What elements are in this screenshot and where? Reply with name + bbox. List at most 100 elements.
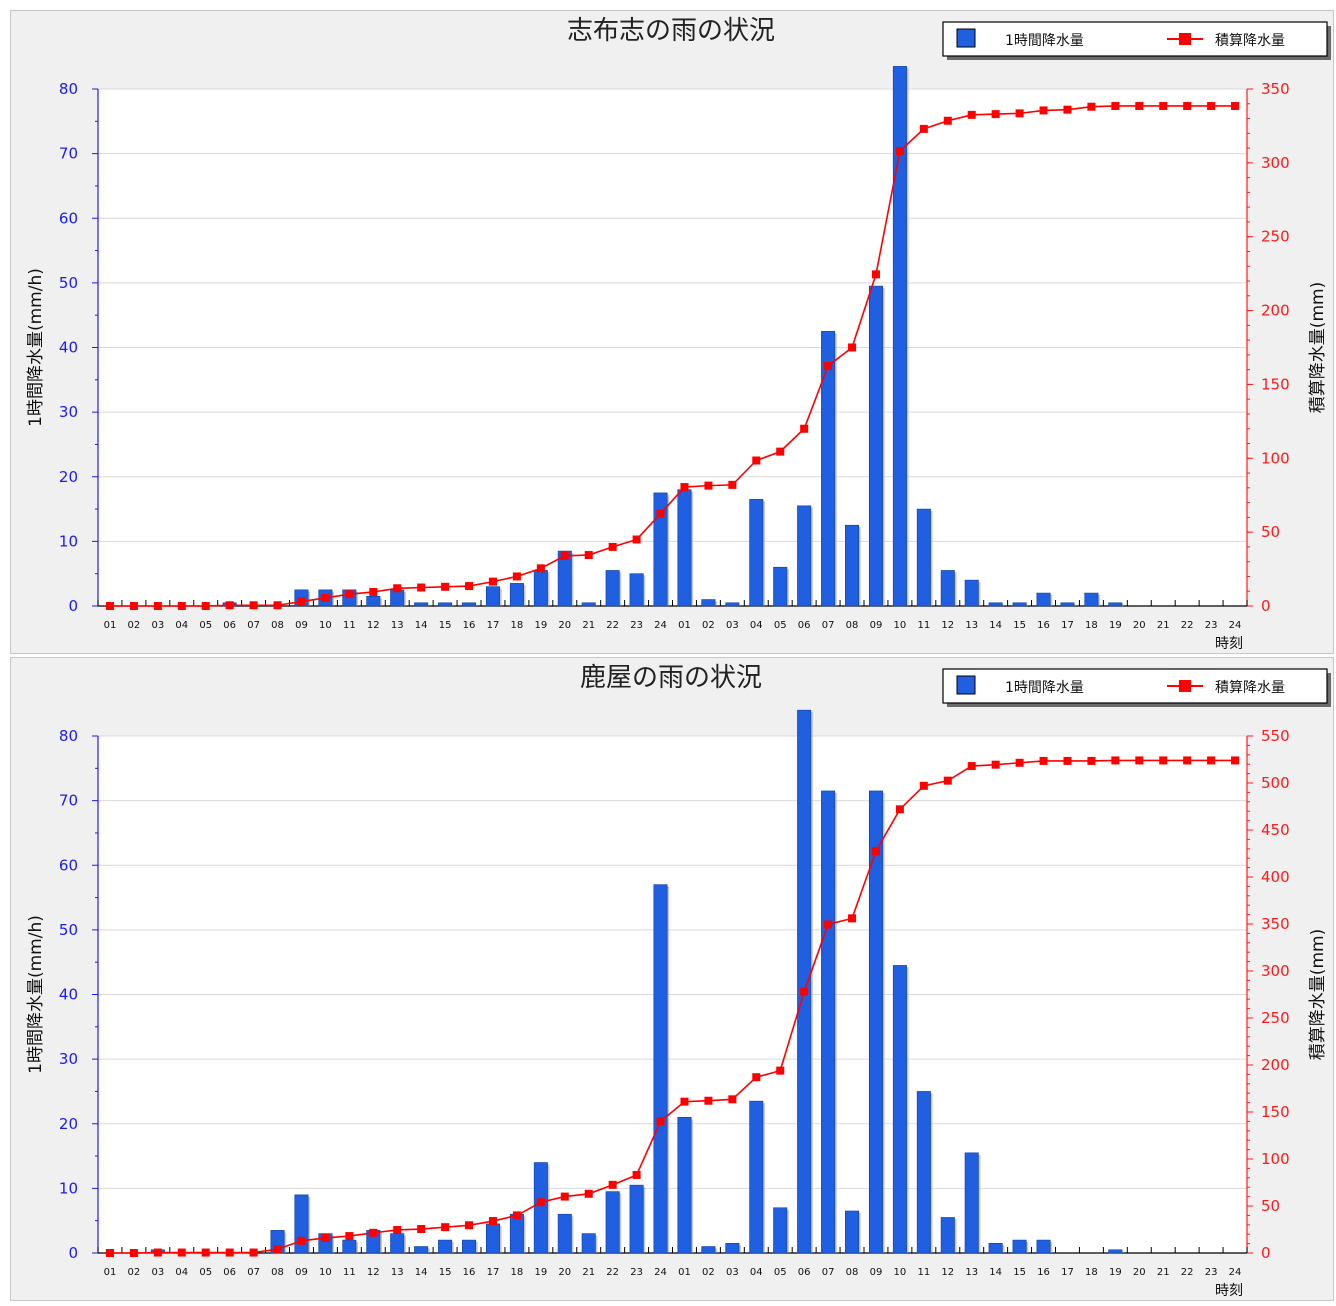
- bar: [868, 790, 883, 1254]
- left-tick-label: 0: [68, 1244, 78, 1262]
- x-tick-label: 08: [271, 620, 284, 631]
- cumulative-point: [393, 584, 402, 593]
- x-tick-label: 12: [941, 620, 954, 631]
- bar: [390, 1233, 405, 1254]
- cumulative-point: [656, 509, 665, 518]
- cumulative-point: [632, 1170, 641, 1179]
- bar: [581, 1233, 596, 1254]
- x-tick-label: 03: [726, 1267, 739, 1278]
- bar: [1036, 1239, 1051, 1254]
- bar: [438, 602, 453, 607]
- x-tick-label: 19: [1109, 1267, 1122, 1278]
- x-tick-label: 12: [367, 620, 380, 631]
- bar: [1108, 1249, 1123, 1254]
- x-tick-label: 18: [1085, 620, 1098, 631]
- legend-line-marker: [1179, 33, 1191, 45]
- left-tick-label: 20: [59, 1115, 78, 1133]
- x-tick-label: 13: [965, 1267, 978, 1278]
- y-axis-title-left: 1時間降水量(mm/h): [26, 268, 46, 427]
- cumulative-point: [441, 1223, 450, 1232]
- x-tick-label: 04: [175, 620, 188, 631]
- cumulative-point: [1159, 756, 1168, 765]
- cumulative-point: [297, 1236, 306, 1245]
- cumulative-point: [153, 602, 162, 610]
- chart-title: 鹿屋の雨の状況: [580, 663, 762, 693]
- cumulative-point: [848, 343, 857, 352]
- right-tick-label: 500: [1261, 774, 1290, 792]
- bar: [653, 884, 668, 1254]
- legend: 1時間降水量 積算降水量: [942, 21, 1331, 60]
- bar: [940, 570, 955, 607]
- bar: [701, 599, 716, 607]
- bar: [1060, 602, 1075, 607]
- bar: [868, 285, 883, 607]
- cumulative-point: [680, 1097, 689, 1106]
- x-tick-label: 23: [1205, 620, 1218, 631]
- bar: [749, 499, 764, 607]
- left-tick-label: 70: [59, 792, 78, 810]
- chart-title: 志布志の雨の状況: [567, 16, 775, 46]
- x-tick-label: 19: [534, 1267, 547, 1278]
- cumulative-point: [345, 1232, 354, 1241]
- cumulative-point: [608, 542, 617, 551]
- x-tick-label: 01: [678, 620, 691, 631]
- x-tick-label: 10: [894, 620, 907, 631]
- x-axis-title: 時刻: [1215, 1283, 1243, 1299]
- cumulative-point: [1111, 101, 1120, 110]
- x-tick-label: 05: [774, 1267, 787, 1278]
- x-tick-label: 09: [295, 620, 308, 631]
- x-tick-label: 10: [894, 1267, 907, 1278]
- cumulative-point: [129, 1249, 138, 1257]
- x-tick-label: 03: [151, 620, 164, 631]
- bar: [797, 505, 812, 607]
- right-tick-label: 550: [1261, 727, 1290, 745]
- cumulative-point: [1135, 756, 1144, 765]
- cumulative-point: [943, 776, 952, 785]
- bar: [1012, 602, 1027, 607]
- cumulative-point: [1087, 756, 1096, 765]
- x-tick-label: 09: [295, 1267, 308, 1278]
- cumulative-point: [800, 987, 809, 996]
- cumulative-point: [488, 577, 497, 586]
- left-tick-label: 30: [59, 1050, 78, 1068]
- left-tick-label: 0: [68, 597, 78, 615]
- bar: [462, 602, 477, 607]
- cumulative-point: [1231, 101, 1240, 110]
- x-tick-label: 15: [1013, 1267, 1026, 1278]
- bar: [366, 596, 381, 607]
- cumulative-point: [776, 447, 785, 456]
- chart-panel-shibushi: 0 10 20 30 40 50 60 70 80 0 50 100 150 200 250 300 350 01…: [10, 10, 1334, 654]
- right-tick-label: 100: [1261, 1150, 1290, 1168]
- x-tick-label: 15: [1013, 620, 1026, 631]
- cumulative-point: [1207, 101, 1216, 110]
- cumulative-point: [393, 1225, 402, 1234]
- cumulative-point: [297, 597, 306, 606]
- cumulative-point: [656, 1117, 665, 1126]
- cumulative-point: [967, 110, 976, 119]
- bar: [940, 1217, 955, 1254]
- bar: [988, 1243, 1003, 1254]
- x-tick-label: 14: [989, 1267, 1002, 1278]
- y-axis-title-right: 積算降水量(mm): [1308, 929, 1328, 1060]
- cumulative-point: [369, 587, 378, 596]
- cumulative-point: [105, 602, 114, 610]
- cumulative-point: [991, 110, 1000, 119]
- x-tick-label: 23: [630, 620, 643, 631]
- right-tick-label: 200: [1261, 302, 1290, 320]
- cumulative-point: [249, 601, 258, 610]
- x-tick-label: 07: [822, 1267, 835, 1278]
- bar: [605, 1191, 620, 1254]
- cumulative-point: [704, 481, 713, 490]
- legend-line-marker: [1179, 680, 1191, 692]
- cumulative-point: [584, 1189, 593, 1198]
- cumulative-point: [919, 124, 928, 133]
- x-tick-label: 14: [415, 1267, 428, 1278]
- bar: [677, 1116, 692, 1254]
- x-tick-label: 11: [343, 1267, 356, 1278]
- cumulative-point: [129, 602, 138, 610]
- x-tick-label: 07: [247, 620, 260, 631]
- cumulative-point: [1207, 756, 1216, 765]
- bar: [1012, 1239, 1027, 1254]
- x-tick-label: 11: [917, 1267, 930, 1278]
- x-tick-label: 07: [247, 1267, 260, 1278]
